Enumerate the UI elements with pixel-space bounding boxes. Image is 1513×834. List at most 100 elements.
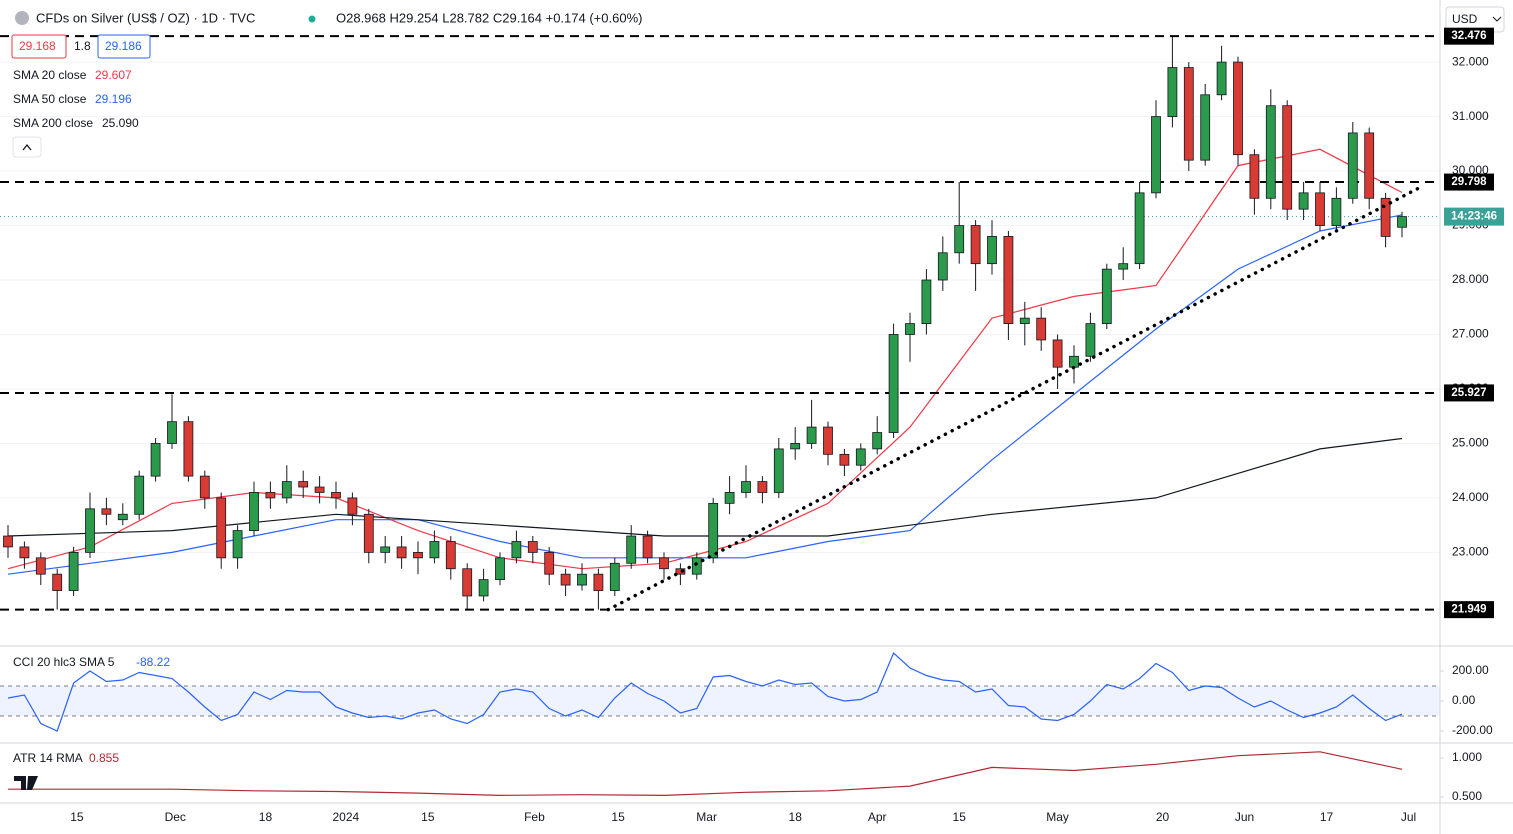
x-tick-label: Jun (1235, 810, 1254, 824)
candle-body (478, 579, 489, 597)
candle-body (577, 573, 587, 586)
candle-body (1397, 216, 1407, 228)
level-label: 21.949 (1451, 604, 1486, 616)
y-tick-label: 25.000 (1452, 436, 1489, 450)
y-tick-label: 28.000 (1452, 272, 1489, 286)
candle-body (1347, 132, 1358, 199)
logo (14, 776, 38, 790)
candle-body (331, 492, 341, 499)
symbol-title[interactable]: CFDs on Silver (US$ / OZ) · 1D · TVC (36, 10, 255, 25)
symbol-icon (15, 11, 29, 25)
candle-body (544, 551, 555, 575)
collapse-button[interactable] (12, 136, 42, 158)
candle-body (1085, 323, 1096, 357)
candle-body (790, 443, 801, 450)
candle-body (823, 426, 833, 455)
currency: USD (1452, 12, 1478, 26)
candle-body (1167, 67, 1178, 117)
candle-body (298, 481, 309, 488)
dropdown-icon (1492, 16, 1502, 22)
candle-body (52, 573, 63, 591)
candle-body (85, 508, 95, 553)
candle-body (937, 252, 948, 281)
candle-body (757, 481, 768, 493)
candle-body (921, 279, 932, 324)
candle-body (593, 573, 604, 591)
candle-body (134, 475, 145, 515)
candle-body (609, 562, 620, 591)
countdown-tag (1444, 207, 1504, 226)
candle-body (1200, 94, 1211, 161)
moving-average (7, 148, 1403, 570)
candle-body (1216, 61, 1227, 96)
candle-body (68, 551, 79, 591)
ask-box[interactable] (97, 34, 151, 59)
x-tick-label: Dec (165, 810, 186, 824)
bid-price: 29.168 (19, 39, 56, 53)
x-tick-label: 18 (789, 810, 803, 824)
candle-body (1233, 61, 1243, 156)
candle-body (101, 508, 112, 515)
candle-body (872, 432, 883, 450)
candle-body (1118, 263, 1129, 270)
candle-body (642, 535, 653, 559)
candle-body (839, 453, 850, 466)
ohlc-readout: O28.968 H29.254 L28.782 C29.164 +0.174 (… (336, 10, 642, 25)
candle-body (659, 557, 669, 570)
candle-body (314, 486, 325, 493)
line (7, 651, 1403, 732)
legend-name: SMA 50 close (13, 92, 87, 106)
spread: 1.8 (74, 39, 91, 53)
atr-value: 0.855 (89, 751, 119, 765)
x-tick-label: 2024 (332, 810, 359, 824)
candle-body (1036, 317, 1047, 341)
candle-body (1151, 116, 1161, 194)
candle-body (249, 492, 259, 531)
x-tick-label: Feb (524, 810, 545, 824)
candle-body (1315, 192, 1325, 226)
x-tick-label: 15 (70, 810, 84, 824)
candle-body (708, 502, 719, 559)
candle-body (675, 568, 686, 575)
candle-body (724, 492, 735, 504)
candle-body (1019, 317, 1030, 324)
candle-body (1069, 355, 1079, 368)
candle-body (1183, 67, 1194, 161)
market-status (308, 15, 316, 23)
y-tick-label: 200.00 (1452, 663, 1489, 677)
countdown: 14:23:46 (1451, 211, 1497, 223)
y-tick-label: 27.000 (1452, 327, 1489, 341)
trendline (606, 185, 1422, 612)
candle-body (281, 481, 292, 499)
candle-body (888, 334, 899, 433)
level-tag (1444, 27, 1494, 45)
y-tick-label: 31.000 (1452, 109, 1489, 123)
candle-body (413, 551, 423, 559)
candle-body (3, 535, 13, 548)
bid-box[interactable] (11, 34, 67, 59)
candle-body (1134, 192, 1145, 265)
y-tick-label: 24.000 (1452, 490, 1489, 504)
y-tick-label: 0.500 (1452, 789, 1482, 803)
x-tick-label: Jul (1401, 810, 1416, 824)
candle-body (773, 448, 784, 493)
candle-body (167, 421, 177, 444)
candle-body (1331, 197, 1342, 226)
legend-name: SMA 20 close (13, 68, 87, 82)
chevron-icon (22, 143, 32, 151)
candle-body (905, 323, 915, 335)
cci-title: CCI 20 hlc3 SMA 5 (13, 655, 115, 669)
y-tick-label: 32.000 (1452, 54, 1489, 68)
candle-body (216, 497, 227, 559)
candle-body (1364, 132, 1375, 199)
candle-body (445, 541, 456, 570)
legend-value: 25.090 (102, 116, 139, 130)
candle-body (232, 530, 243, 559)
candle-body (462, 568, 473, 597)
cci-band (0, 685, 1440, 717)
candle-body (511, 541, 522, 559)
y-tick-label: 0.00 (1452, 693, 1476, 707)
x-tick-label: 18 (259, 810, 273, 824)
legend-value: 29.607 (95, 68, 132, 82)
x-tick-label: 15 (611, 810, 625, 824)
